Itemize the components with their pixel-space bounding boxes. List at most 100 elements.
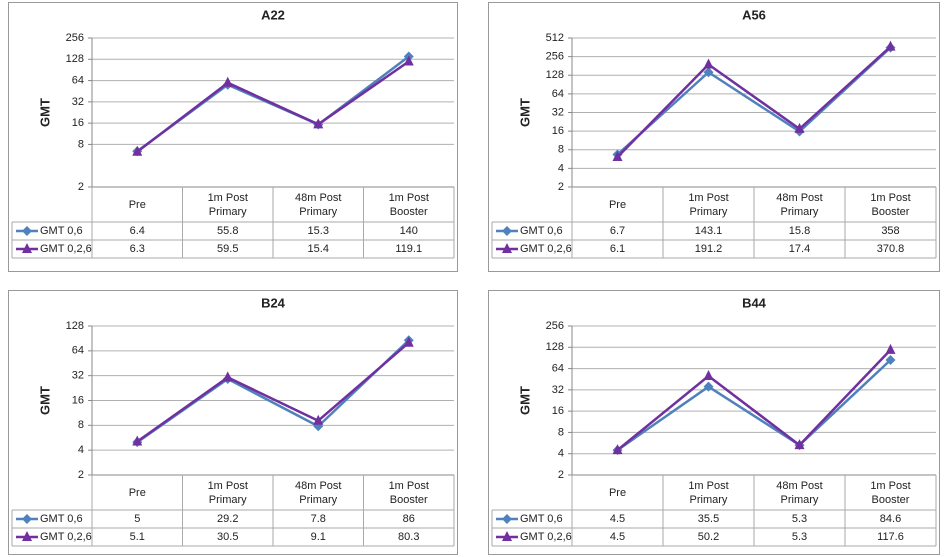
category-cell: Pre	[128, 198, 146, 211]
marker	[222, 371, 233, 382]
table-value: 6.7	[610, 225, 625, 237]
category-cell: 1m Post Booster	[870, 192, 910, 218]
marker	[703, 58, 714, 69]
table-value: 7.8	[311, 513, 326, 525]
series-line	[616, 45, 892, 158]
y-tick-label: 512	[546, 32, 564, 44]
category-cell: 1m Post Primary	[688, 480, 728, 506]
legend-label: GMT 0,2,6	[40, 531, 92, 543]
table-value: 4.5	[610, 513, 625, 525]
table-value: 5.1	[130, 531, 145, 543]
series-line	[616, 349, 892, 452]
y-axis-label: GMT	[517, 98, 532, 127]
panel-border	[8, 2, 458, 272]
chart-title: A56	[742, 7, 766, 22]
series-line	[616, 46, 892, 156]
table-value: 15.3	[308, 225, 329, 237]
table-value: 84.6	[880, 513, 901, 525]
table-value: 50.2	[698, 531, 719, 543]
table-value: 86	[403, 513, 415, 525]
x-tick-label: 1m Post Primary	[207, 479, 248, 506]
x-tick-label: 1m Post Booster	[870, 479, 911, 506]
y-axis-label: GMT	[517, 386, 532, 415]
chart-panel: B24 GMT 2 4 8 16 32 64 128 Pre 1m Post Primary 48m …	[8, 290, 458, 555]
table-value: 370.8	[877, 243, 905, 255]
x-tick-label: 48m Post Primary	[776, 191, 823, 218]
legend-marker	[502, 514, 512, 524]
y-tick-label: 32	[552, 106, 564, 118]
marker	[313, 118, 324, 129]
table-value: 30.5	[217, 531, 238, 543]
legend-label: GMT 0,6	[40, 225, 83, 237]
y-tick-label: 4	[558, 448, 564, 460]
marker	[222, 76, 233, 87]
x-tick-label: Pre	[128, 198, 146, 211]
y-tick-label: 64	[72, 345, 84, 357]
table-value: 5.3	[792, 531, 807, 543]
y-tick-label: 32	[72, 96, 84, 108]
y-tick-label: 64	[72, 74, 84, 86]
x-tick-label: 1m Post Primary	[207, 191, 248, 218]
marker	[885, 343, 896, 354]
y-tick-label: 2	[558, 181, 564, 193]
marker	[703, 370, 714, 381]
x-tick-label: 1m Post Primary	[688, 191, 729, 218]
category-cell: 1m Post Primary	[688, 191, 729, 218]
series-line	[136, 60, 410, 153]
y-tick-label: 32	[72, 370, 84, 382]
chart-title: B24	[261, 295, 286, 310]
x-tick-label: Pre	[608, 198, 627, 211]
legend-label: GMT 0,2,6	[40, 243, 92, 255]
marker	[132, 145, 143, 156]
category-cell: 48m Post Primary	[776, 479, 823, 506]
table-value: 119.1	[395, 243, 422, 255]
x-tick-label: 1m Post Booster	[388, 191, 429, 218]
y-tick-label: 8	[78, 138, 84, 150]
table-value: 4.5	[610, 531, 625, 543]
chart-panel: A22 GMT 2 8 16 32 64 128 256 Pre 1m Post Primary 48…	[8, 2, 458, 272]
legend-label: GMT 0,2,6	[520, 531, 572, 543]
y-tick-label: 2	[78, 469, 84, 481]
table-value: 15.8	[789, 225, 810, 237]
panel-border	[488, 2, 940, 272]
y-tick-label: 256	[66, 32, 84, 44]
chart-title: A22	[261, 7, 285, 22]
y-tick-label: 64	[552, 88, 564, 100]
category-cell: 1m Post Booster	[388, 191, 429, 218]
y-tick-label: 8	[558, 144, 564, 156]
table-value: 358	[881, 225, 899, 237]
legend-marker	[22, 531, 32, 541]
category-cell: 48m Post Primary	[295, 192, 341, 218]
y-tick-label: 2	[558, 469, 564, 481]
y-tick-label: 128	[546, 69, 564, 81]
marker	[612, 444, 623, 455]
x-tick-label: Pre	[608, 486, 627, 499]
x-tick-label: 1m Post Booster	[388, 479, 429, 506]
category-cell: 48m Post Primary	[295, 479, 342, 506]
table-value: 80.3	[398, 531, 419, 543]
table-value: 6.4	[130, 225, 145, 237]
marker	[703, 67, 714, 78]
table-value: 6.1	[610, 243, 625, 255]
y-tick-label: 8	[78, 419, 84, 431]
marker	[885, 40, 896, 51]
legend-marker	[22, 243, 32, 253]
y-axis-label: GMT	[37, 98, 52, 127]
table-value: 35.5	[698, 513, 719, 525]
category-cell: 1m Post Booster	[870, 479, 911, 506]
y-tick-label: 8	[558, 426, 564, 438]
y-tick-label: 16	[72, 394, 84, 406]
series-line	[136, 341, 410, 443]
x-tick-label: 48m Post Primary	[776, 479, 823, 506]
category-cell: Pre	[129, 487, 146, 499]
x-tick-label: 48m Post Primary	[295, 479, 342, 506]
legend-label: GMT 0,6	[40, 513, 83, 525]
table-value: 140	[400, 225, 418, 237]
marker	[794, 122, 805, 133]
marker	[612, 151, 623, 162]
y-tick-label: 16	[552, 125, 564, 137]
series-line	[616, 359, 892, 452]
table-value: 117.6	[877, 531, 904, 543]
legend-marker	[22, 514, 32, 524]
table-value: 17.4	[789, 243, 810, 255]
